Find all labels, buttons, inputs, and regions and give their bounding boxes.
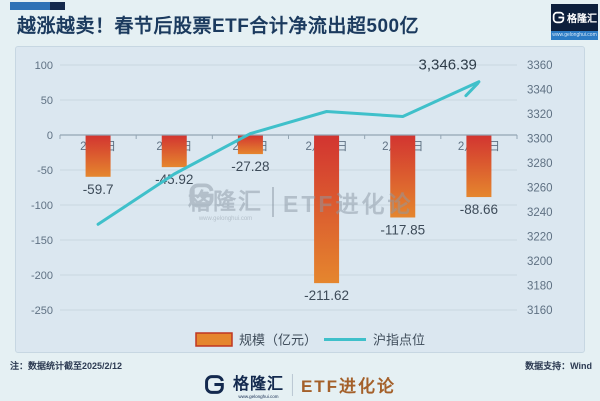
series-brand-name: ETF进化论 bbox=[283, 191, 414, 217]
left-axis-tick: 0 bbox=[47, 130, 53, 142]
right-axis-tick: 3360 bbox=[527, 60, 553, 72]
index-line bbox=[96, 80, 481, 226]
left-axis-tick: -200 bbox=[31, 270, 53, 282]
bar bbox=[85, 135, 111, 177]
index-line-tip bbox=[464, 81, 480, 98]
bar-value-label: -59.7 bbox=[83, 182, 114, 197]
line-value-label: 3,346.39 bbox=[419, 57, 477, 74]
brand-logo-top-right: 格隆汇 www.gelonghui.com bbox=[551, 4, 598, 40]
gelonghui-g-icon bbox=[552, 11, 565, 24]
brand-logo-bottom: 格隆汇 www.gelonghui.com ETF进化论 bbox=[204, 370, 396, 399]
watermark: 格隆汇 www.gelonghui.com ETF进化论 bbox=[188, 182, 413, 222]
brand-name: 格隆汇 bbox=[567, 14, 597, 25]
bar bbox=[237, 135, 263, 155]
brand-logo-box: 格隆汇 bbox=[551, 4, 598, 31]
legend-bar-swatch bbox=[195, 332, 233, 347]
left-axis-tick: 50 bbox=[41, 95, 53, 107]
right-axis-tick: 3320 bbox=[527, 109, 553, 121]
left-axis-tick: -250 bbox=[31, 305, 53, 317]
right-axis-tick: 3160 bbox=[527, 305, 553, 317]
gelonghui-g-icon bbox=[205, 375, 224, 394]
right-axis-tick: 3260 bbox=[527, 183, 553, 195]
gelonghui-g-icon bbox=[189, 183, 214, 208]
left-axis-tick: -150 bbox=[31, 235, 53, 247]
brand-name: 格隆汇 bbox=[232, 376, 284, 393]
data-cutoff-note: 注：数据统计截至2025/2/12 bbox=[10, 361, 123, 371]
right-axis-tick: 3180 bbox=[527, 281, 553, 293]
bar-value-label: -88.66 bbox=[460, 202, 498, 217]
decoration-navy-segment bbox=[50, 2, 65, 10]
bar-value-label: -45.92 bbox=[155, 172, 193, 187]
bar bbox=[314, 135, 340, 284]
bar-value-label: -27.28 bbox=[231, 159, 269, 174]
right-axis-tick: 3240 bbox=[527, 207, 553, 219]
decoration-blue-segment bbox=[10, 2, 50, 10]
bar bbox=[390, 135, 416, 218]
right-axis-tick: 3220 bbox=[527, 232, 553, 244]
brand-url: www.gelonghui.com bbox=[198, 216, 253, 222]
left-axis-tick: -100 bbox=[31, 200, 53, 212]
right-axis-tick: 3300 bbox=[527, 134, 553, 146]
left-axis-tick: -50 bbox=[37, 165, 53, 177]
series-brand-name: ETF进化论 bbox=[300, 377, 397, 396]
right-axis-tick: 3340 bbox=[527, 85, 553, 97]
legend-bar-label: 规模（亿元） bbox=[239, 333, 317, 348]
bar bbox=[466, 135, 492, 198]
legend-line-label: 沪指点位 bbox=[373, 333, 425, 348]
watermark-divider bbox=[272, 187, 274, 217]
bottom-brand: 格隆汇 www.gelonghui.com bbox=[233, 370, 284, 399]
title-decoration-bar bbox=[10, 2, 65, 10]
brand-name: 格隆汇 bbox=[188, 188, 263, 214]
chart: 100 50 0 -50 -100 -150 -200 -250 3360 3340 3320 330… bbox=[31, 57, 553, 348]
right-axis-tick: 3200 bbox=[527, 256, 553, 268]
brand-url: www.gelonghui.com bbox=[238, 394, 279, 399]
right-axis-tick: 3280 bbox=[527, 158, 553, 170]
bottom-logo-divider bbox=[291, 373, 293, 396]
bar-value-label: -211.62 bbox=[304, 288, 349, 303]
bar bbox=[161, 135, 187, 168]
watermark-brand: 格隆汇 www.gelonghui.com bbox=[188, 182, 263, 222]
bar-value-label: -117.85 bbox=[380, 222, 425, 237]
page-title: 越涨越卖！春节后股票ETF合计净流出超500亿 bbox=[17, 16, 420, 37]
brand-url: www.gelonghui.com bbox=[551, 31, 598, 40]
data-source-note: 数据支持：Wind bbox=[525, 361, 592, 371]
left-axis-tick: 100 bbox=[35, 60, 53, 72]
chart-panel: 100 50 0 -50 -100 -150 -200 -250 3360 3340 3320 330… bbox=[15, 46, 585, 353]
